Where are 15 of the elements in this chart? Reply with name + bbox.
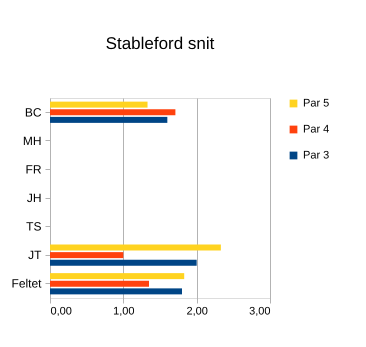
y-tick-label: FR: [26, 162, 42, 176]
x-tick-label: 2,00: [186, 306, 208, 318]
y-tick-label: JT: [28, 248, 42, 262]
x-tick-label: 3,00: [249, 306, 270, 318]
y-tick-label: MH: [22, 134, 42, 148]
y-tick-label: TS: [26, 220, 42, 234]
legend-label: Par 4: [303, 124, 330, 136]
chart-title: Stableford snit: [106, 34, 215, 53]
legend-label: Par 5: [303, 98, 330, 110]
x-tick-label: 1,00: [113, 306, 135, 318]
y-tick-label: BC: [24, 105, 42, 120]
y-tick-label: Feltet: [11, 276, 42, 291]
x-tick-label: 0,00: [50, 306, 72, 318]
y-tick-label: JH: [26, 191, 42, 205]
legend-label: Par 3: [303, 150, 330, 162]
